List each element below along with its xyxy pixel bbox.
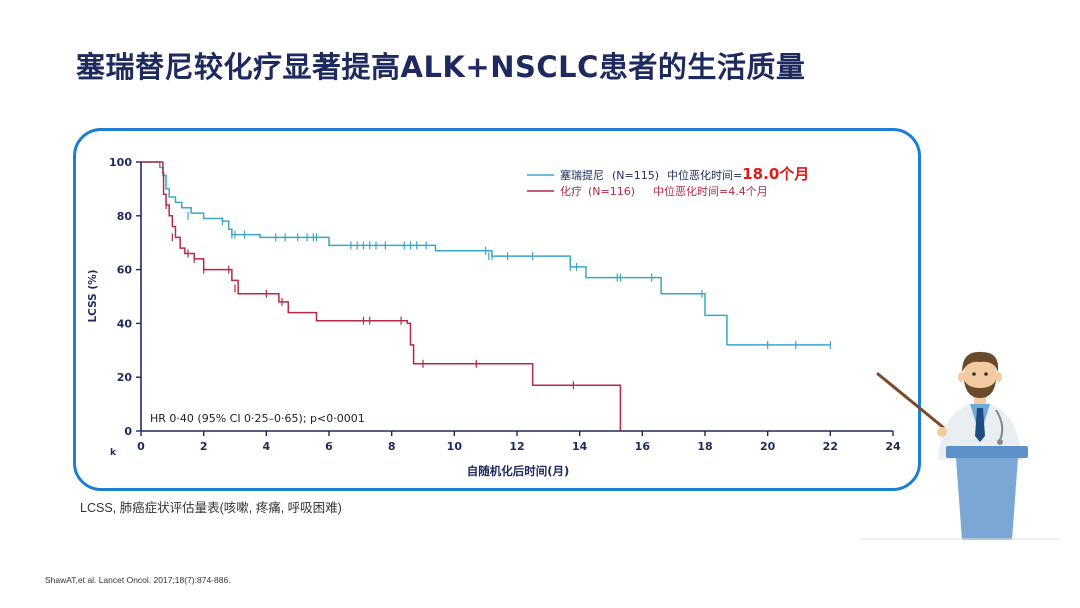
- y-axis-label: LCSS (%): [87, 269, 99, 322]
- x-tick-label: 8: [388, 440, 396, 453]
- y-tick-label: 40: [117, 317, 133, 330]
- pointer-stick: [876, 372, 946, 430]
- x-tick-label: 18: [697, 440, 712, 453]
- x-tick-label: 24: [885, 440, 901, 453]
- presenter-illustration: [860, 351, 1060, 540]
- x-tick-label: 4: [263, 440, 271, 453]
- axis-stub-label: k: [110, 448, 117, 458]
- series-line-1: [141, 161, 622, 431]
- y-tick-label: 0: [124, 425, 132, 438]
- x-tick-label: 12: [509, 440, 524, 453]
- y-tick-label: 20: [117, 371, 133, 384]
- legend: 塞瑞提尼 (N=115) 中位恶化时间=18.0个月 化疗 (N=116) 中位恶化时间…: [527, 165, 809, 198]
- y-tick-label: 100: [109, 156, 132, 169]
- footnote: LCSS, 肺癌症状评估量表(咳嗽, 疼痛, 呼吸困难): [80, 501, 342, 515]
- x-tick-label: 10: [447, 440, 463, 453]
- x-tick-label: 2: [200, 440, 208, 453]
- doctor-beard: [964, 380, 996, 398]
- doctor-hand: [937, 427, 947, 437]
- x-tick-label: 16: [635, 440, 651, 453]
- x-tick-label: 22: [823, 440, 838, 453]
- podium-top: [946, 446, 1028, 458]
- doctor-face: [963, 356, 997, 396]
- x-tick-label: 0: [137, 440, 145, 453]
- page-title: 塞瑞替尼较化疗显著提高ALK+NSCLC患者的生活质量: [76, 50, 806, 84]
- doctor-hair: [962, 351, 999, 372]
- series-line-0: [141, 161, 831, 346]
- stethoscope-icon: [995, 409, 1004, 441]
- reference-citation: ShawAT,et al. Lancet Oncol. 2017;18(7):8…: [45, 575, 231, 585]
- x-tick-label: 14: [572, 440, 588, 453]
- x-tick-label: 6: [325, 440, 333, 453]
- legend-label-chemo: 化疗 (N=116) 中位恶化时间=4.4个月: [560, 184, 768, 198]
- hr-annotation: HR 0·40 (95% CI 0·25–0·65); p<0·0001: [150, 412, 365, 425]
- podium: [956, 458, 1018, 540]
- y-tick-label: 60: [117, 264, 133, 277]
- legend-label-ceritinib: 塞瑞提尼 (N=115) 中位恶化时间=18.0个月: [560, 165, 809, 183]
- chart-frame: [73, 128, 921, 491]
- y-tick-label: 80: [117, 210, 133, 223]
- x-axis-label: 自随机化后时间(月): [467, 464, 570, 478]
- x-tick-label: 20: [760, 440, 776, 453]
- doctor-tie: [975, 408, 985, 442]
